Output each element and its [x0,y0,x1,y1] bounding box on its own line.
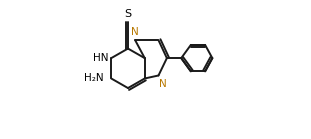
Text: N: N [131,27,139,37]
Text: H₂N: H₂N [84,74,104,84]
Text: S: S [124,9,132,19]
Text: N: N [159,79,167,89]
Text: HN: HN [93,53,109,63]
